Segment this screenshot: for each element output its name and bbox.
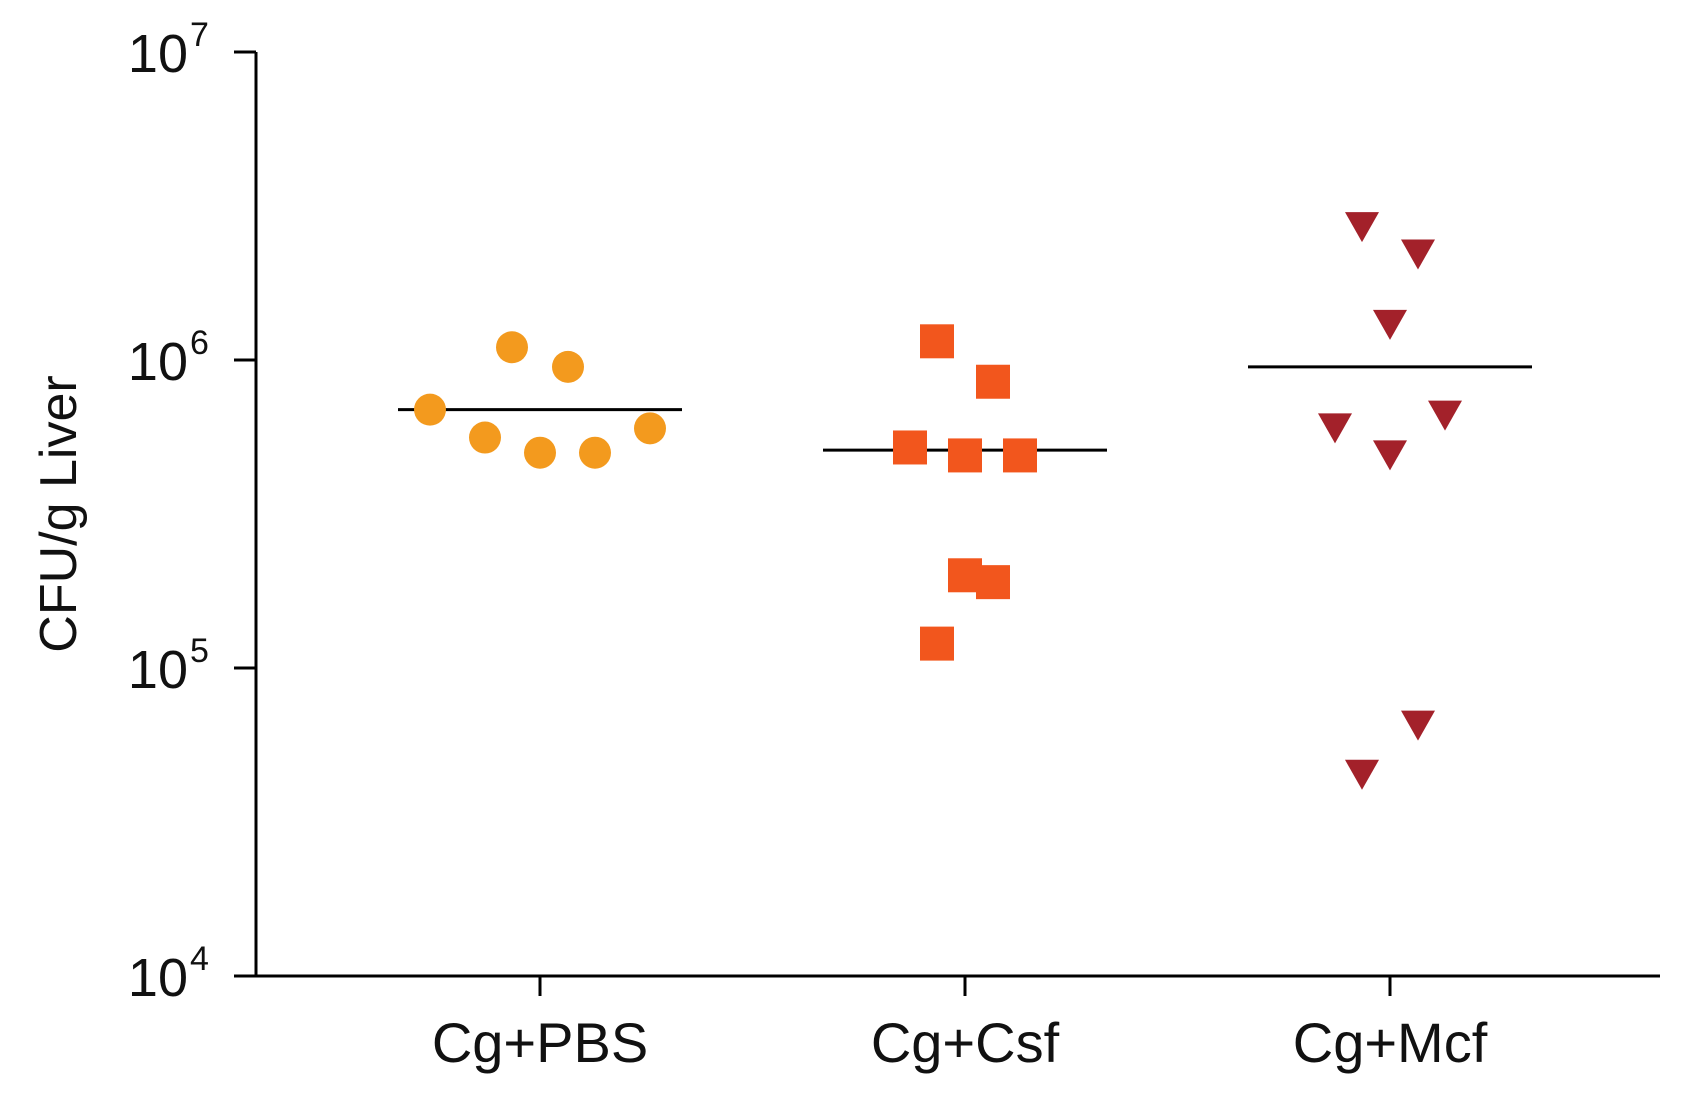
x-tick-label: Cg+Mcf [1293,1011,1488,1074]
y-tick-label: 10 [128,24,188,84]
data-point [976,565,1010,600]
data-point [552,350,584,383]
data-point [469,421,501,454]
data-point [920,626,954,661]
data-point [414,393,446,426]
data-point [1401,239,1435,270]
data-point [1373,440,1407,471]
x-ticks: Cg+PBS Cg+Csf Cg+Mcf [432,976,1488,1074]
y-axis-label: CFU/g Liver [30,375,88,652]
data-point [634,412,666,445]
y-tick-exponent: 4 [190,940,209,978]
data-point [496,331,528,364]
data-point [1373,309,1407,340]
data-point [579,436,611,469]
y-tick-label: 10 [128,332,188,392]
y-tick-label: 10 [128,948,188,1008]
data-point [920,324,954,359]
data-point [524,436,556,469]
data-point [893,430,927,465]
data-points [414,212,1462,790]
data-point [1345,759,1379,790]
x-tick-label: Cg+PBS [432,1011,648,1074]
y-tick-exponent: 6 [190,324,209,362]
data-point [976,364,1010,399]
y-tick-exponent: 5 [190,632,209,670]
data-point [1003,438,1037,473]
data-point [1318,413,1352,444]
x-tick-label: Cg+Csf [871,1011,1060,1074]
data-point [1401,710,1435,741]
y-tick-exponent: 7 [190,16,209,54]
data-point [1345,212,1379,243]
y-tick-label: 10 [128,640,188,700]
data-point [1428,400,1462,431]
data-point [948,438,982,473]
axes [254,52,1660,978]
